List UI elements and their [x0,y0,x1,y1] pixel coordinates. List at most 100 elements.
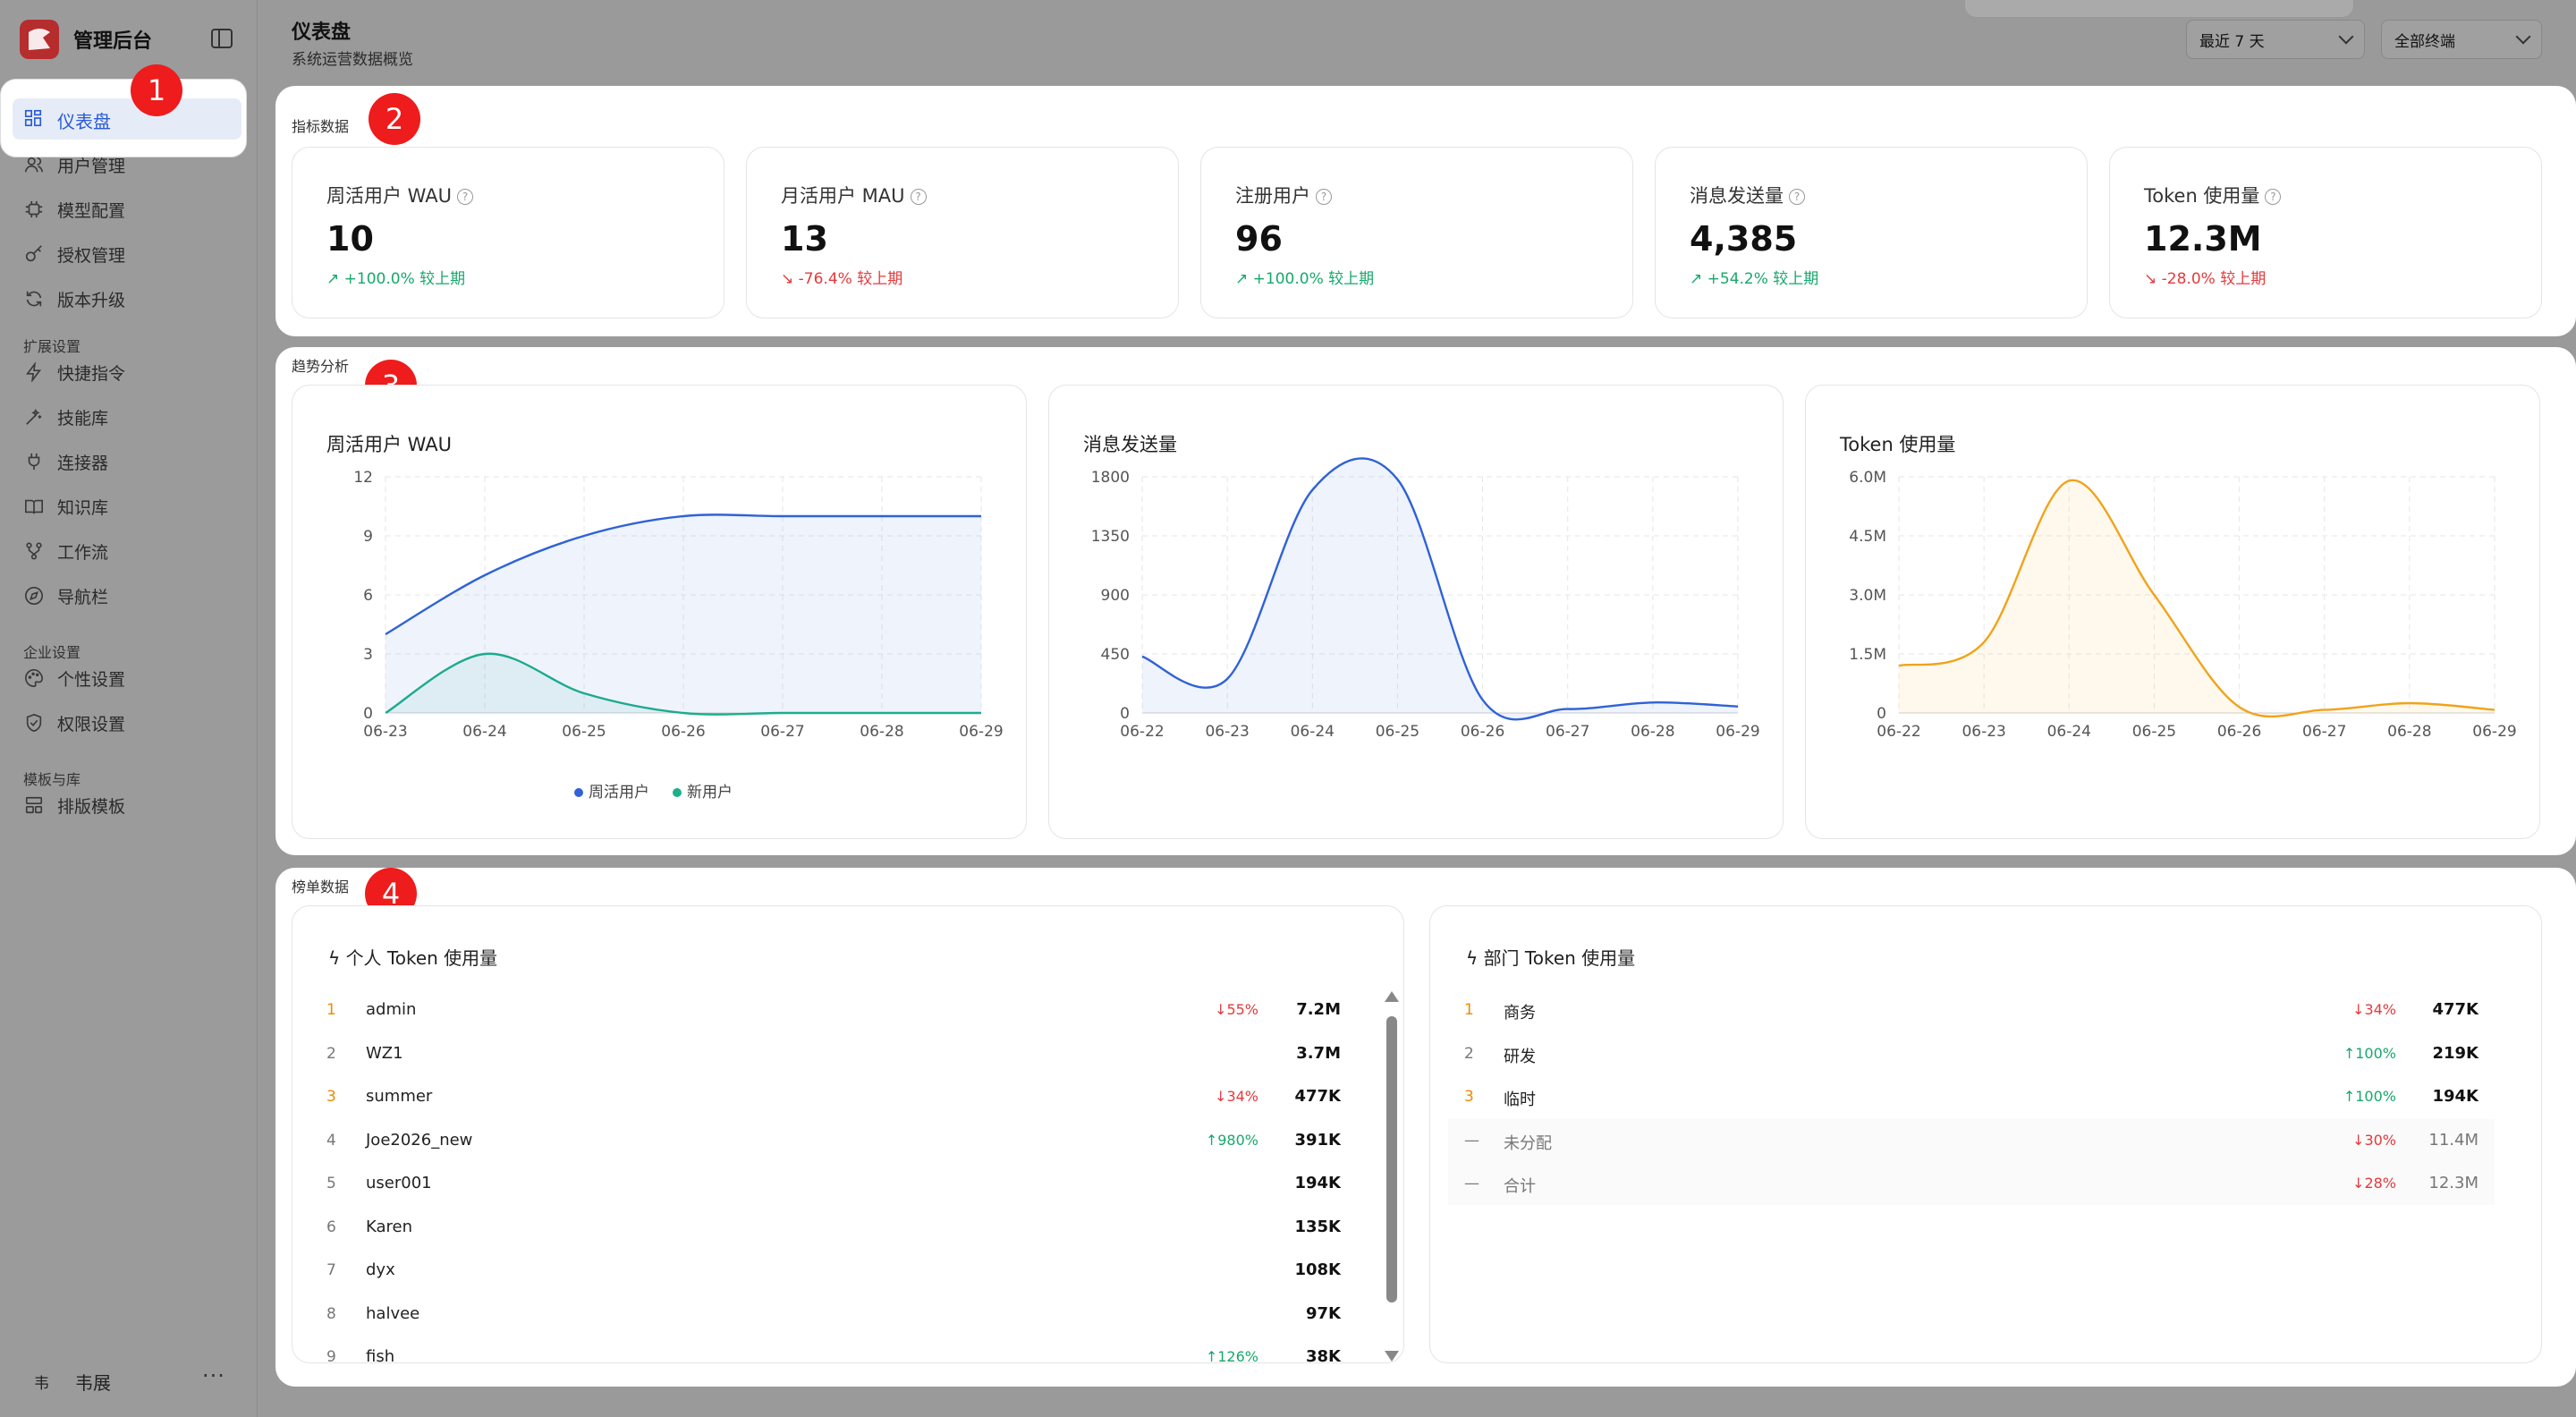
key-icon [23,243,45,265]
sidebar-item-label: 个性设置 [57,669,126,690]
sidebar-item-label: 工作流 [57,542,109,563]
scroll-thumb[interactable] [1386,1016,1397,1302]
ranking-row[interactable]: 1 admin ↓55% 7.2M [310,989,1357,1031]
x-tick-label: 06-23 [1205,723,1249,741]
x-tick-label: 06-24 [2047,723,2091,741]
scroll-up-icon[interactable] [1385,991,1399,1002]
legend-item[interactable]: 周活用户 [574,779,649,802]
kpi-delta: ↗ +100.0% 较上期 [326,270,466,288]
date-range-select[interactable]: 最近 7 天 [2186,20,2365,59]
personal-scrollbar[interactable] [1385,986,1399,1362]
ranking-row[interactable]: 9 fish ↑126% 38K [310,1336,1357,1363]
more-options-icon[interactable]: ··· [202,1363,225,1388]
help-icon[interactable]: ? [1789,189,1805,205]
rank-value: 3.7M [1296,1043,1341,1063]
ranking-row[interactable]: 2 研发 ↑100% 219K [1448,1032,2495,1075]
help-icon[interactable]: ? [2265,189,2282,205]
rank-value: 108K [1294,1260,1341,1279]
compass-icon [23,585,45,607]
trend-down-icon: ↘ [2144,270,2162,288]
sidebar-item-key[interactable]: 授权管理 [14,234,242,274]
annotation-badge-1: 1 [131,64,182,116]
rank-delta: ↑100% [2343,1044,2396,1062]
scroll-down-icon[interactable] [1385,1351,1399,1362]
bolt-icon [23,361,45,383]
rank-number: — [1464,1131,1479,1150]
sidebar-item-dashboard-label: 仪表盘 [57,111,111,132]
sidebar-item-plug[interactable]: 连接器 [14,442,242,481]
sidebar-item-wand[interactable]: 技能库 [14,397,242,437]
kpi-value: 12.3M [2144,219,2262,259]
ranking-row[interactable]: — 未分配 ↓30% 11.4M [1448,1118,2495,1162]
ranking-row[interactable]: 7 dyx 108K [310,1249,1357,1292]
rank-number: 7 [326,1261,336,1279]
rank-delta: ↓34% [2352,1001,2396,1018]
kpi-title: 消息发送量? [1690,182,1805,208]
rank-value: 194K [1294,1174,1341,1192]
series-line [1898,479,2496,718]
rank-name: WZ1 [366,1043,403,1063]
x-tick-label: 06-24 [462,723,506,741]
legend-item[interactable]: 新用户 [673,779,733,802]
rank-value: 477K [1294,1087,1341,1106]
sidebar-item-chip[interactable]: 模型配置 [14,190,242,229]
ranking-row[interactable]: 8 halvee 97K [310,1293,1357,1336]
trend-chart: 0 1.5M 3.0M 4.5M 6.0M 06-22 06-23 06-24 06-25 06-… [1849,469,2516,741]
kpi-delta: ↗ +54.2% 较上期 [1690,270,1819,288]
ranking-row[interactable]: 2 WZ1 3.7M [310,1032,1357,1075]
rank-name: user001 [366,1174,432,1192]
x-tick-label: 06-29 [2472,723,2516,741]
sidebar-item-users[interactable]: 用户管理 [14,145,242,184]
personal-token-title: ϟ 个人 Token 使用量 [328,947,498,969]
sidebar-item-book[interactable]: 知识库 [14,487,242,526]
sidebar: 管理后台 仪表盘 用户管理 模型配置 授权管理 版本升级 扩展设置 快捷指令 技能… [0,0,258,1417]
rank-value: 38K [1306,1347,1341,1363]
rank-name: 商务 [1504,1004,1536,1022]
trend-up-icon: ↗ [1690,270,1707,288]
sidebar-item-compass[interactable]: 导航栏 [14,576,242,615]
x-tick-label: 06-28 [860,723,903,741]
user-name[interactable]: 韦展 [75,1372,111,1394]
ranking-row[interactable]: 3 summer ↓34% 477K [310,1075,1357,1118]
rank-number: 1 [326,1001,336,1019]
sidebar-item-label: 排版模板 [57,796,126,817]
sidebar-toggle-icon[interactable] [211,29,233,48]
sidebar-item-bolt[interactable]: 快捷指令 [14,352,242,392]
sidebar-item-dashboard[interactable] [13,98,242,140]
rank-value: 391K [1294,1130,1341,1150]
ranking-row[interactable]: 1 商务 ↓34% 477K [1448,989,2495,1031]
y-tick-label: 1.5M [1849,646,1886,664]
sidebar-item-refresh[interactable]: 版本升级 [14,279,242,318]
help-icon[interactable]: ? [457,189,474,205]
x-tick-label: 06-24 [1291,723,1335,741]
x-tick-label: 06-28 [2387,723,2431,741]
sidebar-item-palette[interactable]: 个性设置 [14,658,242,698]
rank-value: 12.3M [2428,1174,2479,1192]
rank-name: 临时 [1504,1090,1536,1109]
kpi-title: 注册用户? [1235,182,1332,208]
help-icon[interactable]: ? [910,189,927,205]
rank-name: 合计 [1504,1177,1536,1196]
help-icon[interactable]: ? [1316,189,1332,205]
sidebar-item-shield[interactable]: 权限设置 [14,703,242,742]
trend-chart: 0 3 6 9 12 06-23 06-24 06-25 06-26 06-27 06-28 06-2… [353,469,1003,741]
chevron-down-icon [2515,29,2531,45]
metrics-section-label: 指标数据 [292,118,350,135]
rank-delta: ↓30% [2352,1131,2396,1149]
sidebar-item-workflow[interactable]: 工作流 [14,531,242,571]
ranking-row[interactable]: 3 临时 ↑100% 194K [1448,1075,2495,1118]
ranking-row[interactable]: — 合计 ↓28% 12.3M [1448,1162,2495,1205]
sidebar-item-layout[interactable]: 排版模板 [14,785,242,825]
kpi-card: 周活用户 WAU? 10 ↗ +100.0% 较上期 [292,147,724,318]
chevron-down-icon [2338,29,2354,45]
terminal-select[interactable]: 全部终端 [2381,20,2542,59]
ranking-row[interactable]: 4 Joe2026_new ↑980% 391K [310,1119,1357,1162]
sidebar-item-label: 连接器 [57,453,109,473]
kpi-delta: ↗ +100.0% 较上期 [1235,270,1375,288]
ranking-row[interactable]: 5 user001 194K [310,1162,1357,1205]
personal-token-card: ϟ 个人 Token 使用量 1 admin ↓55% 7.2M 2 WZ1 3… [292,905,1404,1363]
app-title: 管理后台 [73,30,153,53]
y-tick-label: 3 [363,646,373,664]
trend-chart-card: 周活用户 WAU 0 3 6 9 12 06-23 06-24 06-25 06-26 06-27… [292,385,1027,839]
ranking-row[interactable]: 6 Karen 135K [310,1206,1357,1249]
